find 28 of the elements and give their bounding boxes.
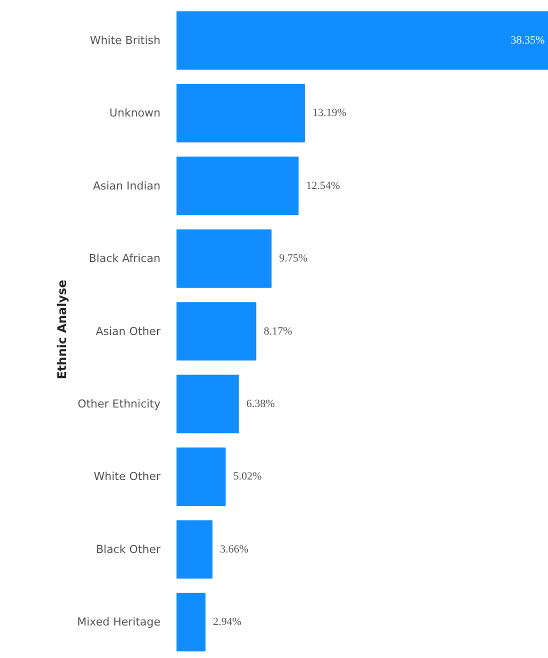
bar (176, 156, 299, 216)
data-label: 8.17% (264, 325, 292, 338)
data-label: 2.94% (213, 616, 242, 628)
bar (176, 11, 548, 70)
bar (176, 592, 206, 652)
data-label: 5.02% (233, 470, 262, 483)
y-tick-label: Unknown (109, 106, 161, 120)
y-tick-label: Asian Other (96, 324, 161, 338)
bar (176, 84, 305, 142)
bar (176, 374, 239, 434)
y-tick-label: Black Other (96, 542, 161, 556)
bar (176, 302, 256, 361)
y-tick-label: Black African (88, 252, 161, 266)
data-label: 9.75% (279, 252, 308, 265)
y-tick-label: White Other (94, 470, 161, 484)
y-tick-label: Asian Indian (93, 179, 161, 192)
y-tick-label: White British (90, 34, 161, 47)
data-label: 13.19% (312, 107, 346, 120)
bar (176, 448, 226, 506)
y-tick-label: Other Ethnicity (78, 398, 161, 411)
y-tick-label: Mixed Heritage (77, 616, 161, 629)
data-label: 3.66% (220, 543, 248, 556)
bar (176, 520, 212, 579)
data-label: 12.54% (306, 180, 340, 192)
data-label: 6.38% (246, 398, 275, 410)
bar (176, 229, 272, 288)
data-label: 38.35% (510, 34, 545, 46)
y-axis-title: Ethnic Analyse (55, 280, 70, 380)
